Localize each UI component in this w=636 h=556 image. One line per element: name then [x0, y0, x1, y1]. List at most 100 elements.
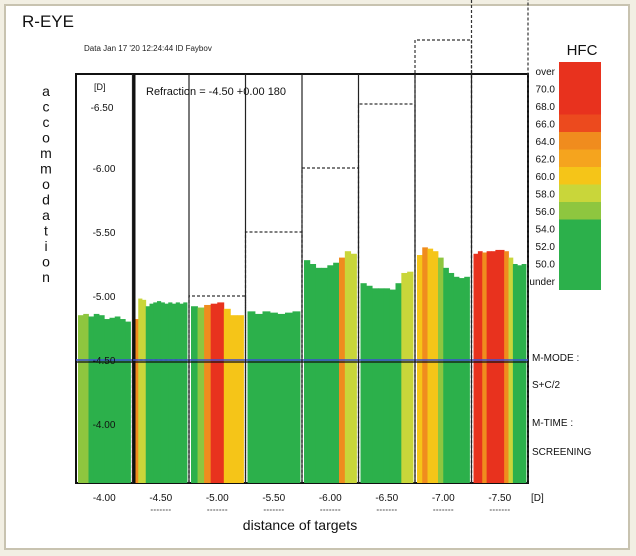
bar-segment — [149, 303, 154, 483]
bar-segment — [417, 255, 423, 483]
x-unit-label: [D] — [531, 493, 544, 504]
y-top-label: -6.50 — [91, 103, 114, 114]
bar-segment — [191, 306, 198, 483]
legend-swatch — [559, 272, 601, 290]
legend-label: under — [529, 277, 555, 288]
bar-segment — [168, 302, 173, 483]
legend-label: 56.0 — [536, 207, 556, 218]
refraction-label: Refraction = -4.50 +0.00 180 — [146, 86, 286, 98]
y-tick-label: -6.00 — [93, 164, 116, 175]
y-axis-title-letter: m — [40, 161, 52, 177]
bar-segment — [504, 251, 509, 483]
bar-segment — [125, 321, 131, 483]
bar-segment — [153, 302, 158, 483]
bar-segment — [350, 253, 357, 483]
bar-segment — [508, 257, 514, 483]
y-axis-title-letter: m — [40, 145, 52, 161]
bar-segment — [223, 308, 231, 483]
mode-info: M-MODE : S+C/2 M-TIME : SCREENING — [532, 353, 592, 458]
bar-segment — [512, 264, 518, 483]
bar-segment — [448, 272, 455, 483]
y-axis-title-letter: a — [42, 207, 50, 223]
y-axis-title-letter: n — [42, 269, 50, 285]
bar-segment — [395, 283, 402, 483]
x-tick-labels: -4.00 -4.50 -5.00 -5.50 -6.00 -6.50 -7.00 -7.50 — [93, 493, 512, 511]
bar-segment — [183, 302, 188, 483]
y-tick-label: -5.00 — [93, 292, 116, 303]
bar-segment — [517, 265, 523, 483]
bar-segment — [175, 302, 180, 483]
legend-swatch — [559, 149, 601, 168]
bar-segment — [304, 260, 311, 483]
bar-segment — [482, 252, 488, 483]
legend-label: over — [536, 67, 556, 78]
bar-segment — [236, 315, 244, 483]
bar-segment — [309, 264, 317, 483]
y-axis-title-letter: i — [44, 238, 47, 254]
bar-segment — [339, 257, 346, 483]
legend-label: 68.0 — [536, 102, 556, 113]
legend-label: 64.0 — [536, 137, 556, 148]
bar-segment — [407, 271, 414, 483]
bars-layer — [78, 247, 527, 483]
bar-segment — [459, 278, 465, 483]
x-axis-title: distance of targets — [243, 517, 357, 533]
legend-label: 50.0 — [536, 260, 556, 271]
bar-segment — [134, 319, 139, 483]
bar-segment — [389, 289, 396, 483]
bar-segment — [315, 267, 322, 483]
bar-segment — [443, 267, 449, 483]
bar-segment — [104, 319, 110, 483]
legend-label: 66.0 — [536, 120, 556, 131]
bar-segment — [204, 304, 212, 483]
bar-segment — [432, 251, 439, 483]
legend-swatch — [559, 97, 601, 115]
x-tick-label: -4.00 — [93, 493, 116, 504]
bar-segment — [473, 253, 479, 483]
bar-segment — [344, 251, 352, 483]
bar-segment — [383, 288, 391, 483]
bar-segment — [292, 311, 301, 483]
bar-segment — [255, 313, 263, 483]
y-tick-label: -4.00 — [93, 420, 116, 431]
bar-segment — [491, 251, 496, 483]
y-unit-label: [D] — [94, 82, 106, 92]
legend-label: 54.0 — [536, 225, 556, 236]
bar-segment — [378, 288, 385, 483]
bar-segment — [109, 317, 116, 483]
bar-segment — [321, 267, 328, 483]
bar-segment — [88, 316, 95, 483]
bar-segment — [360, 283, 367, 483]
x-tick-label: -4.50 — [149, 493, 172, 504]
y-axis-title-letter: o — [42, 130, 50, 146]
legend-swatch — [559, 132, 601, 150]
bar-segment — [270, 312, 278, 483]
gridlines — [76, 74, 528, 483]
legend-title: HFC — [567, 42, 598, 59]
y-axis-title-letter: d — [42, 192, 50, 208]
y-axis-title-letter: o — [42, 176, 50, 192]
bar-segment — [366, 285, 373, 483]
legend-swatch — [559, 62, 601, 80]
bar-segment — [164, 303, 169, 483]
bar-segment — [230, 315, 238, 483]
legend-swatch — [559, 167, 601, 185]
legend-swatch — [559, 184, 601, 203]
bar-segment — [477, 251, 483, 483]
bar-segment — [333, 262, 340, 483]
legend-label: 58.0 — [536, 190, 556, 201]
x-tick-label: -6.00 — [319, 493, 342, 504]
legend-label: 70.0 — [536, 85, 556, 96]
bar-segment — [210, 303, 218, 483]
bar-segment — [197, 307, 205, 483]
bar-segment — [157, 301, 162, 483]
bar-segment — [453, 276, 460, 483]
bar-segment — [327, 265, 334, 483]
y-axis-title-letter: t — [44, 223, 48, 239]
y-tick-label: -5.50 — [93, 228, 116, 239]
bar-segment — [138, 298, 143, 483]
bar-segment — [160, 302, 165, 483]
bar-segment — [422, 247, 428, 483]
y-axis-title-letter: c — [43, 114, 50, 130]
